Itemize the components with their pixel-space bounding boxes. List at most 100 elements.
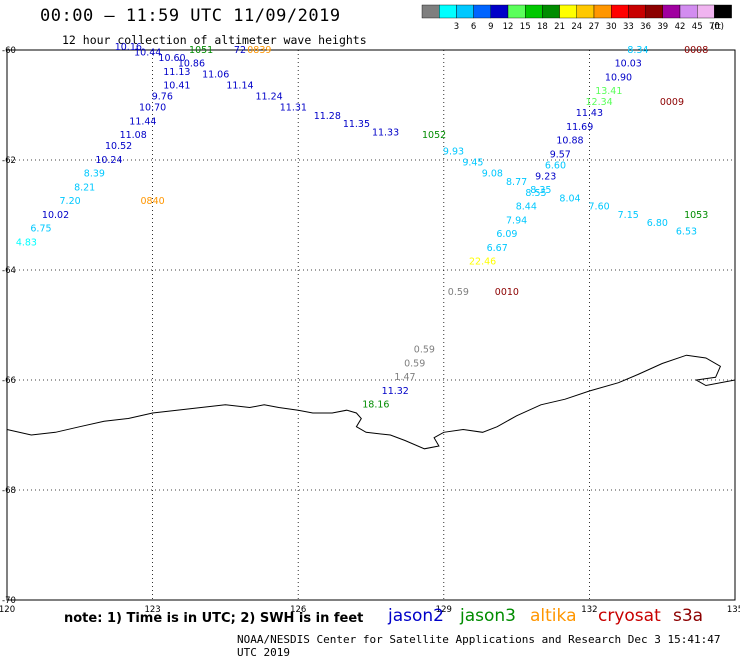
wave-height-label: 0840 <box>141 196 165 207</box>
wave-height-label: 1053 <box>684 210 708 221</box>
wave-height-label: 11.08 <box>120 130 147 141</box>
wave-height-label: 11.32 <box>382 386 409 397</box>
wave-height-label: 10.52 <box>105 141 132 152</box>
wave-height-label: 4.83 <box>16 237 37 248</box>
y-tick-label: -66 <box>2 376 16 386</box>
footer-credit: NOAA/NESDIS Center for Satellite Applica… <box>237 633 721 659</box>
wave-height-label: 22.46 <box>469 257 496 268</box>
wave-height-label: 10.86 <box>178 59 205 70</box>
wave-height-label: 10.90 <box>605 72 632 83</box>
wave-height-label: 6.75 <box>30 224 51 235</box>
wave-height-label: 0.59 <box>448 287 469 298</box>
y-tick-label: -62 <box>2 156 16 166</box>
coastline <box>6 354 736 450</box>
colorbar-tick-label: 45 <box>692 22 703 32</box>
colorbar-tick-label: 6 <box>471 22 476 32</box>
x-tick-label: 126 <box>290 605 306 615</box>
colorbar-tick-label: 39 <box>657 22 668 32</box>
wave-height-label: 11.24 <box>255 92 282 103</box>
wave-height-label: 0008 <box>684 45 708 56</box>
colorbar-tick-label: 70 <box>709 22 720 32</box>
satellite-legend-item: s3a <box>673 606 704 626</box>
wave-height-label: 1052 <box>422 130 446 141</box>
wave-height-label: 11.13 <box>163 67 190 78</box>
wave-height-label: 0.59 <box>414 345 435 356</box>
wave-height-label: 6.53 <box>676 226 697 237</box>
wave-height-label: 0010 <box>495 287 519 298</box>
wave-height-label: 1.47 <box>394 372 415 383</box>
wave-height-label: 10.24 <box>95 155 122 166</box>
wave-height-label: 18.16 <box>362 400 389 411</box>
footer-note: note: 1) Time is in UTC; 2) SWH is in fe… <box>64 611 364 626</box>
wave-height-label: 11.06 <box>202 70 229 81</box>
colorbar-tick-label: 21 <box>554 22 565 32</box>
satellite-legend-item: jason3 <box>460 606 516 626</box>
wave-height-label: 8.21 <box>74 182 95 193</box>
x-tick-label: 132 <box>581 605 597 615</box>
wave-height-label: 7.20 <box>60 196 81 207</box>
wave-height-label: 11.28 <box>314 111 341 122</box>
wave-height-label: 8.39 <box>84 169 105 180</box>
satellite-legend-item: altika <box>530 606 577 626</box>
colorbar-tick-label: 36 <box>640 22 651 32</box>
wave-height-label: 11.44 <box>129 116 156 127</box>
colorbar: 3 6 9 12 15 18 21 24 27 30 33 36 39 42 45 70(ft) <box>421 4 732 32</box>
colorbar-unit: (ft) <box>711 22 724 32</box>
colorbar-tick-label: 33 <box>623 22 634 32</box>
wave-height-label: 6.67 <box>487 243 508 254</box>
wave-height-label: 0.59 <box>404 358 425 369</box>
wave-height-label: 10.44 <box>134 48 161 59</box>
wave-height-label: 9.23 <box>535 171 556 182</box>
wave-height-label: 9.93 <box>443 147 464 158</box>
x-tick-label: 123 <box>144 605 160 615</box>
colorbar-tick-label: 42 <box>675 22 686 32</box>
wave-height-label: 10.88 <box>556 136 583 147</box>
wave-height-label: 11.69 <box>566 122 593 133</box>
wave-height-label: 11.33 <box>372 127 399 138</box>
colorbar-tick-label: 9 <box>488 22 493 32</box>
wave-height-label: 11.35 <box>343 119 370 130</box>
wave-height-label: 8.77 <box>506 177 527 188</box>
wave-height-label: 7.94 <box>506 215 527 226</box>
wave-height-label: 10.70 <box>139 103 166 114</box>
wave-height-label: 0009 <box>660 97 684 108</box>
colorbar-tick-label: 18 <box>537 22 548 32</box>
wave-height-label: 8.44 <box>516 202 537 213</box>
y-tick-label: -60 <box>2 46 16 56</box>
wave-height-label: 11.43 <box>576 108 603 119</box>
colorbar-tick-label: 24 <box>571 22 582 32</box>
wave-height-label: 9.45 <box>462 158 483 169</box>
wave-height-label: 8.55 <box>525 188 546 199</box>
wave-height-label: 9.08 <box>482 169 503 180</box>
wave-height-label: 10.16 <box>115 42 142 53</box>
wave-height-label: 1051 <box>189 45 213 56</box>
x-tick-label: 120 <box>0 605 15 615</box>
x-tick-label: 129 <box>436 605 452 615</box>
y-tick-label: -68 <box>2 486 16 496</box>
colorbar-cell <box>714 4 732 19</box>
wave-height-label: 7.60 <box>589 202 610 213</box>
wave-height-label: 11.14 <box>226 81 253 92</box>
wave-height-label: 6.80 <box>647 218 668 229</box>
wave-height-label: 8.04 <box>559 193 580 204</box>
satellite-legend-item: cryosat <box>598 606 661 626</box>
colorbar-tick-label: 12 <box>503 22 514 32</box>
y-tick-label: -64 <box>2 266 16 276</box>
satellite-legend-item: jason2 <box>388 606 444 626</box>
wave-height-label: 6.09 <box>496 229 517 240</box>
wave-height-label: 0839 <box>247 45 271 56</box>
plot-frame <box>6 49 736 601</box>
wave-height-label: 11.31 <box>280 103 307 114</box>
wave-height-label: 10.60 <box>158 53 185 64</box>
wave-height-label: 10.41 <box>163 81 190 92</box>
chart-title: 00:00 – 11:59 UTC 11/09/2019 <box>40 6 341 26</box>
wave-height-label: 9.57 <box>550 149 571 160</box>
x-tick-label: 135 <box>727 605 740 615</box>
y-tick-label: -70 <box>2 596 16 606</box>
wave-height-label: 13.41 <box>595 86 622 97</box>
wave-height-label: 8.35 <box>530 185 551 196</box>
wave-height-label: 7.15 <box>618 210 639 221</box>
wave-height-label: 12.34 <box>586 97 613 108</box>
wave-height-label: 9.76 <box>152 92 173 103</box>
